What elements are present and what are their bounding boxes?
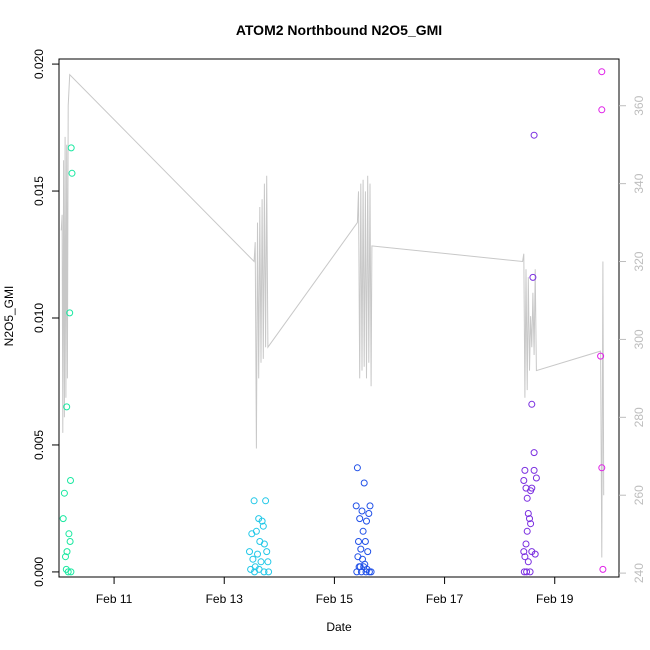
- y-axis-label: N2O5_GMI: [2, 286, 16, 347]
- data-point: [250, 497, 258, 505]
- data-point: [252, 527, 260, 535]
- y-axis-left: 0.000 0.005 0.010 0.015 0.020: [32, 49, 59, 587]
- data-point: [363, 517, 370, 525]
- data-point: [357, 568, 365, 576]
- data-point: [65, 530, 73, 538]
- data-point: [67, 477, 74, 484]
- data-point: [599, 565, 607, 573]
- x-tick-label: Feb 15: [316, 592, 354, 606]
- data-point: [67, 144, 75, 152]
- data-point: [526, 515, 533, 523]
- data-point: [262, 497, 270, 505]
- y-tick-label: 0.005: [32, 430, 46, 460]
- x-tick-label: Feb 11: [96, 592, 133, 606]
- data-point: [246, 548, 253, 556]
- y2-tick-label: 300: [632, 329, 646, 349]
- data-point: [257, 558, 265, 566]
- data-point: [355, 538, 362, 545]
- data-point: [598, 106, 606, 114]
- data-point: [60, 489, 68, 497]
- data-point: [530, 466, 538, 474]
- data-point: [352, 502, 360, 510]
- data-point: [527, 520, 535, 528]
- data-point: [597, 352, 605, 360]
- data-point: [264, 558, 272, 566]
- data-point: [532, 474, 540, 482]
- data-point: [359, 527, 367, 535]
- y-tick-label: 0.010: [32, 303, 46, 333]
- y2-tick-label: 340: [632, 173, 646, 193]
- data-point: [356, 515, 364, 523]
- y-axis-right: 240 260 280 300 320 340 360: [619, 95, 646, 583]
- data-point: [249, 555, 257, 563]
- data-point: [353, 464, 361, 472]
- x-tick-label: Feb 19: [536, 592, 574, 606]
- x-tick-label: Feb 17: [426, 592, 464, 606]
- y-tick-label: 0.020: [32, 49, 46, 79]
- chart-title: ATOM2 Northbound N2O5_GMI: [236, 22, 442, 38]
- data-point: [520, 477, 528, 484]
- y2-tick-label: 360: [632, 95, 646, 115]
- data-point: [259, 522, 267, 530]
- data-point: [365, 510, 373, 517]
- data-point: [59, 515, 67, 523]
- data-point: [64, 568, 72, 576]
- data-point: [523, 568, 531, 576]
- data-point: [524, 510, 532, 517]
- data-point: [366, 502, 374, 510]
- temperature-line: [60, 73, 605, 558]
- data-point: [67, 568, 75, 576]
- y2-tick-label: 280: [632, 407, 646, 427]
- data-point: [531, 550, 539, 558]
- data-point: [353, 568, 361, 576]
- data-point: [258, 517, 266, 525]
- y2-tick-label: 320: [632, 251, 646, 271]
- data-point: [63, 548, 71, 556]
- data-point: [522, 540, 530, 548]
- data-point: [362, 568, 370, 576]
- data-points-layer: [59, 68, 607, 576]
- data-point: [260, 568, 268, 576]
- data-point: [364, 548, 372, 556]
- data-point: [62, 553, 69, 561]
- data-point: [523, 527, 531, 535]
- data-point: [530, 449, 538, 457]
- data-point: [367, 568, 375, 576]
- data-point: [521, 466, 529, 474]
- data-point: [527, 487, 535, 495]
- data-point: [357, 545, 365, 553]
- data-point: [66, 538, 74, 545]
- data-point: [66, 309, 74, 317]
- data-point: [524, 558, 532, 566]
- data-point: [598, 464, 606, 472]
- data-point: [68, 169, 76, 177]
- data-point: [265, 568, 273, 576]
- data-point: [526, 568, 534, 576]
- y-tick-label: 0.015: [32, 176, 46, 206]
- data-point: [523, 494, 531, 502]
- data-point: [598, 68, 606, 76]
- data-point: [529, 273, 537, 281]
- data-point: [263, 548, 271, 556]
- data-point: [528, 400, 536, 408]
- data-point: [530, 131, 538, 139]
- data-point: [260, 540, 268, 548]
- data-point: [358, 507, 366, 515]
- data-point: [360, 479, 368, 487]
- data-point: [521, 553, 529, 561]
- data-point: [520, 548, 528, 556]
- data-point: [251, 568, 258, 576]
- x-axis-label: Date: [326, 620, 352, 634]
- y-tick-label: 0.000: [32, 557, 46, 587]
- x-axis: Feb 11 Feb 13 Feb 15 Feb 17 Feb 19: [96, 577, 574, 606]
- y2-tick-label: 260: [632, 485, 646, 505]
- y2-tick-label: 240: [632, 563, 646, 583]
- temperature-line-layer: [60, 73, 605, 558]
- x-tick-label: Feb 13: [206, 592, 244, 606]
- data-point: [63, 403, 71, 411]
- data-point: [361, 538, 369, 545]
- data-point: [254, 550, 261, 558]
